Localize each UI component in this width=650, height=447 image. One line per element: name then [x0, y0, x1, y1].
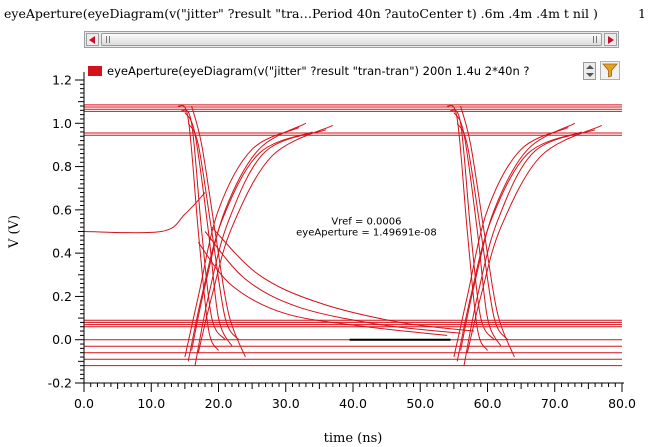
filter-button[interactable] [600, 61, 620, 80]
x-tick-label: 50.0 [406, 396, 434, 411]
expression-bar: eyeAperture(eyeDiagram(v("jitter" ?resul… [4, 6, 646, 21]
falling-edge-trace [450, 109, 495, 341]
scroll-right-arrow-icon [608, 36, 614, 44]
rising-edge-trace [184, 127, 300, 358]
scroll-right-button[interactable] [604, 33, 617, 46]
x-axis-title: time (ns) [324, 431, 383, 446]
decay-trace [211, 226, 475, 332]
rising-edge-trace [460, 122, 576, 351]
falling-edge-trace [184, 112, 233, 347]
y-tick-label: 1.0 [52, 116, 72, 131]
legend-spin-control[interactable] [583, 62, 596, 80]
y-axis-title: V (V) [7, 215, 22, 249]
x-tick-label: 80.0 [608, 396, 636, 411]
decay-trace [204, 231, 461, 334]
scroll-left-button[interactable] [86, 33, 99, 46]
thumb-grip-left-icon [106, 36, 110, 43]
trace-group [84, 104, 622, 367]
rising-edge-trace [194, 129, 327, 366]
spin-down-icon[interactable] [586, 73, 594, 77]
axes: 0.0 10.0 20.0 30.0 40.0 50.0 60.0 70.0 80.0-0.20… [48, 72, 636, 411]
expression-text: eyeAperture(eyeDiagram(v("jitter" ?resul… [4, 6, 598, 21]
spin-up-icon[interactable] [586, 65, 594, 69]
legend-entry[interactable]: eyeAperture(eyeDiagram(v("jitter" ?resul… [88, 64, 588, 80]
rising-edge-trace [453, 127, 569, 358]
x-tick-label: 30.0 [272, 396, 300, 411]
y-tick-label: 0.2 [52, 289, 72, 304]
decay-trace [197, 241, 448, 336]
x-tick-label: 60.0 [474, 396, 502, 411]
falling-edge-trace [446, 104, 488, 351]
y-tick-label: 0.4 [52, 246, 72, 261]
x-tick-label: 70.0 [541, 396, 569, 411]
falling-edge-trace [460, 105, 515, 358]
y-tick-label: -0.2 [48, 376, 72, 391]
legend-label: eyeAperture(eyeDiagram(v("jitter" ?resul… [107, 64, 530, 78]
horizontal-scrollbar[interactable] [84, 31, 619, 48]
initial-trace [84, 192, 206, 234]
rising-edge-trace [463, 129, 596, 366]
falling-edge-trace [181, 109, 226, 341]
scroll-left-arrow-icon [89, 36, 95, 44]
thumb-grip-right-icon [593, 36, 597, 43]
legend-swatch [88, 66, 102, 76]
rising-edge-trace [466, 124, 603, 353]
eye-aperture-annotation: eyeAperture = 1.49691e-08 [296, 228, 437, 239]
y-tick-label: 0.6 [52, 202, 72, 217]
y-tick-label: 0.8 [52, 159, 72, 174]
x-tick-label: 20.0 [205, 396, 233, 411]
x-tick-label: 10.0 [137, 396, 165, 411]
y-tick-label: 0.0 [52, 332, 72, 347]
x-tick-label: 0.0 [74, 396, 94, 411]
falling-edge-trace [453, 112, 502, 347]
filter-funnel-icon [600, 61, 620, 80]
x-tick-label: 40.0 [339, 396, 367, 411]
vref-annotation: Vref = 0.0006 [331, 217, 401, 228]
scroll-thumb[interactable] [101, 33, 602, 46]
rising-edge-trace [197, 124, 334, 353]
rising-edge-trace [191, 122, 307, 351]
page-number: 1 [638, 6, 646, 21]
y-tick-label: 1.2 [52, 73, 72, 88]
